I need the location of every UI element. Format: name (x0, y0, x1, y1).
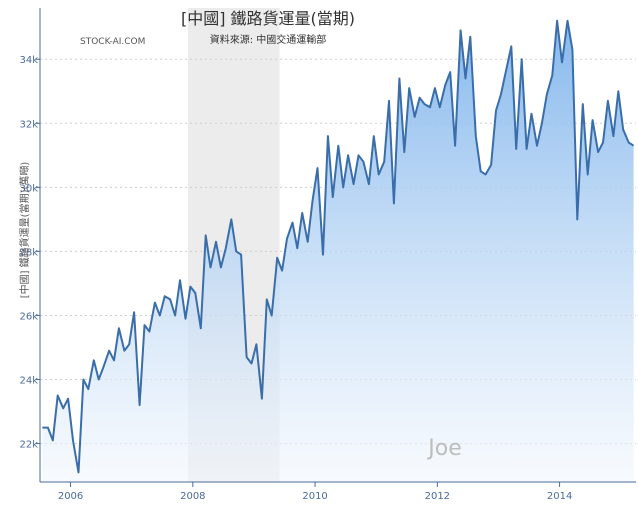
series-line (42, 19, 635, 474)
y-tick-label: 32k (19, 119, 38, 130)
x-tick-label: 2010 (302, 491, 327, 502)
chart-subtitle: 資料來源: 中國交通運輸部 (210, 33, 327, 46)
y-tick-label: 30k (19, 183, 38, 194)
chart-title: [中國] 鐵路貨運量(當期) (181, 9, 355, 28)
x-tick-label: 2006 (58, 491, 83, 502)
y-ticks: 22k 24k 26k 28k 30k 32k 34k (19, 55, 40, 451)
y-tick-label: 22k (19, 440, 38, 451)
y-tick-label: 28k (19, 247, 38, 258)
x-ticks: 2006 2008 2010 2012 2014 (58, 482, 572, 502)
y-tick-label: 34k (19, 55, 38, 66)
y-tick-label: 26k (19, 311, 38, 322)
x-tick-label: 2008 (180, 491, 205, 502)
watermark: Joe (426, 436, 461, 461)
y-tick-label: 24k (19, 376, 38, 387)
x-tick-label: 2014 (547, 491, 572, 502)
area-fill (42, 20, 634, 483)
x-tick-label: 2012 (425, 491, 450, 502)
y-axis-label: [中國] 鐵路貨運量(當期)(萬噸) (18, 162, 31, 299)
source-brand: STOCK-AI.COM (80, 37, 145, 47)
